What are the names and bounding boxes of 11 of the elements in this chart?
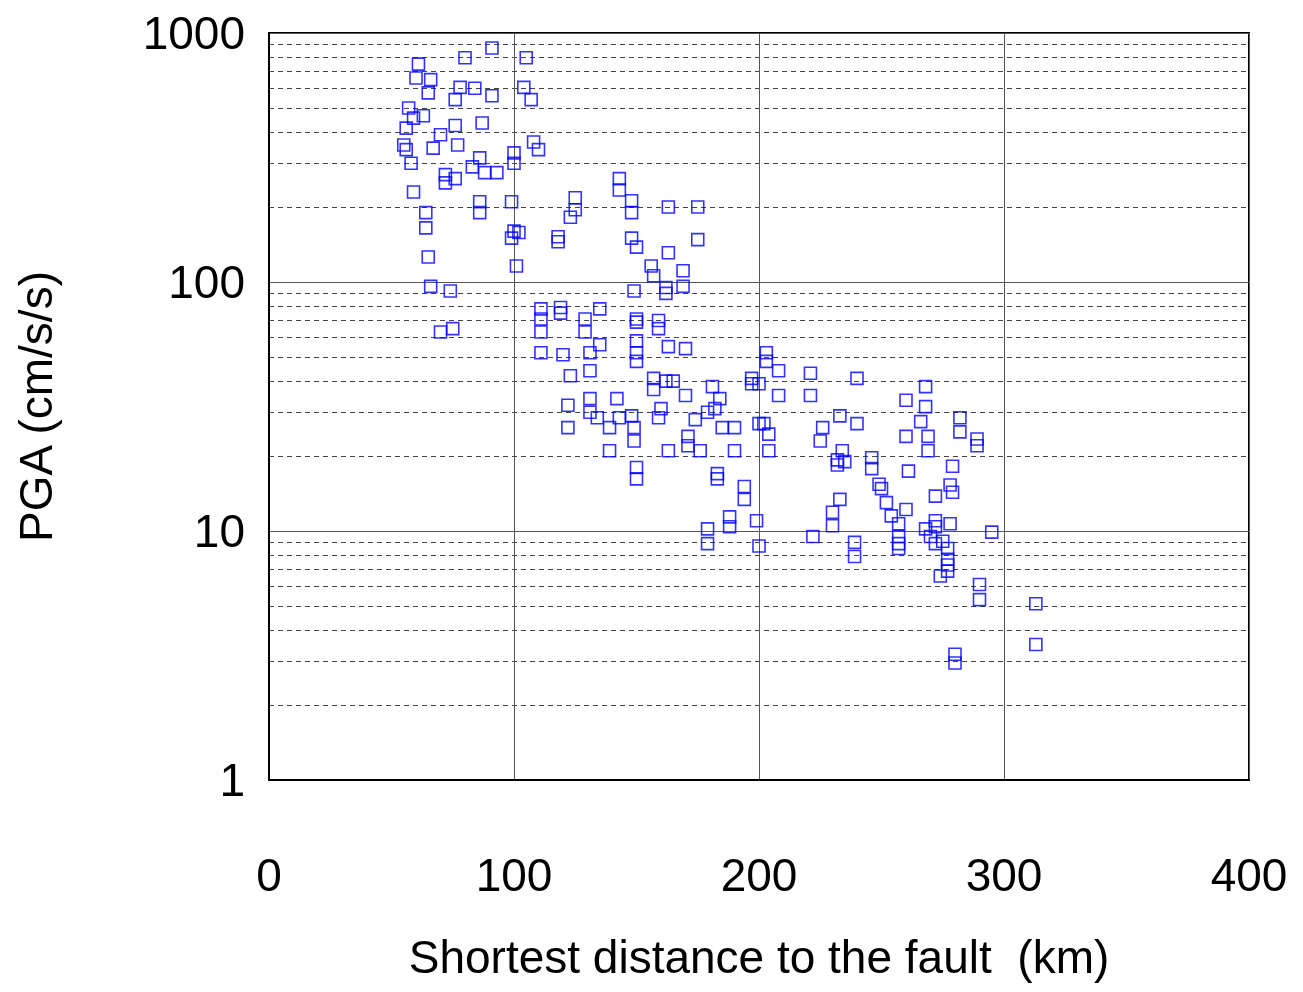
y-tick-label: 100 [168, 256, 245, 308]
y-tick-label: 10 [193, 505, 245, 557]
x-tick-label: 300 [965, 849, 1043, 901]
x-axis-title: Shortest distance to the fault (km) [408, 931, 1110, 983]
x-tick-label: 100 [475, 849, 553, 901]
y-tick-label: 1000 [142, 7, 245, 59]
y-tick-label: 1 [219, 754, 245, 806]
x-tick-label: 0 [256, 849, 282, 901]
y-axis-title: PGA (cm/s/s) [10, 271, 62, 542]
x-tick-label: 400 [1210, 849, 1288, 901]
x-tick-label: 200 [720, 849, 798, 901]
